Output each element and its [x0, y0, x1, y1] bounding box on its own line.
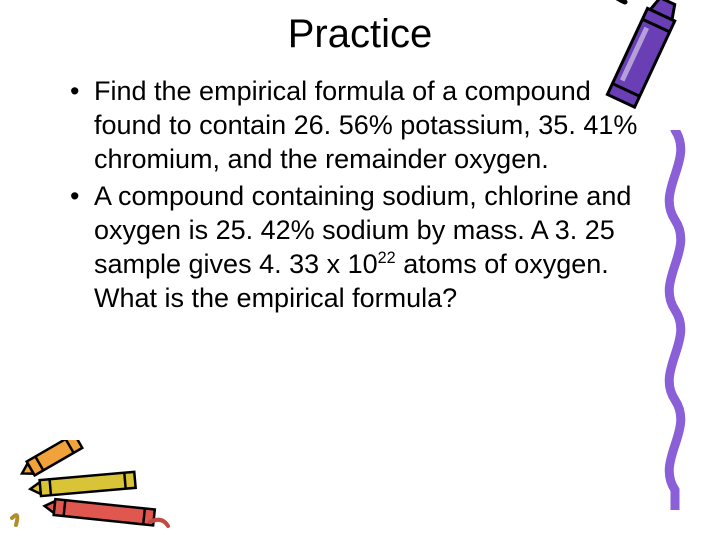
list-item: Find the empirical formula of a compound… — [70, 75, 660, 176]
bullet-list: Find the empirical formula of a compound… — [60, 75, 660, 315]
page-title: Practice — [60, 12, 660, 57]
bullet-text: Find the empirical formula of a compound… — [94, 76, 637, 174]
crayons-icon — [10, 440, 180, 530]
slide: Practice Find the empirical formula of a… — [0, 0, 720, 540]
exponent: 22 — [378, 249, 396, 267]
list-item: A compound containing sodium, chlorine a… — [70, 180, 660, 315]
